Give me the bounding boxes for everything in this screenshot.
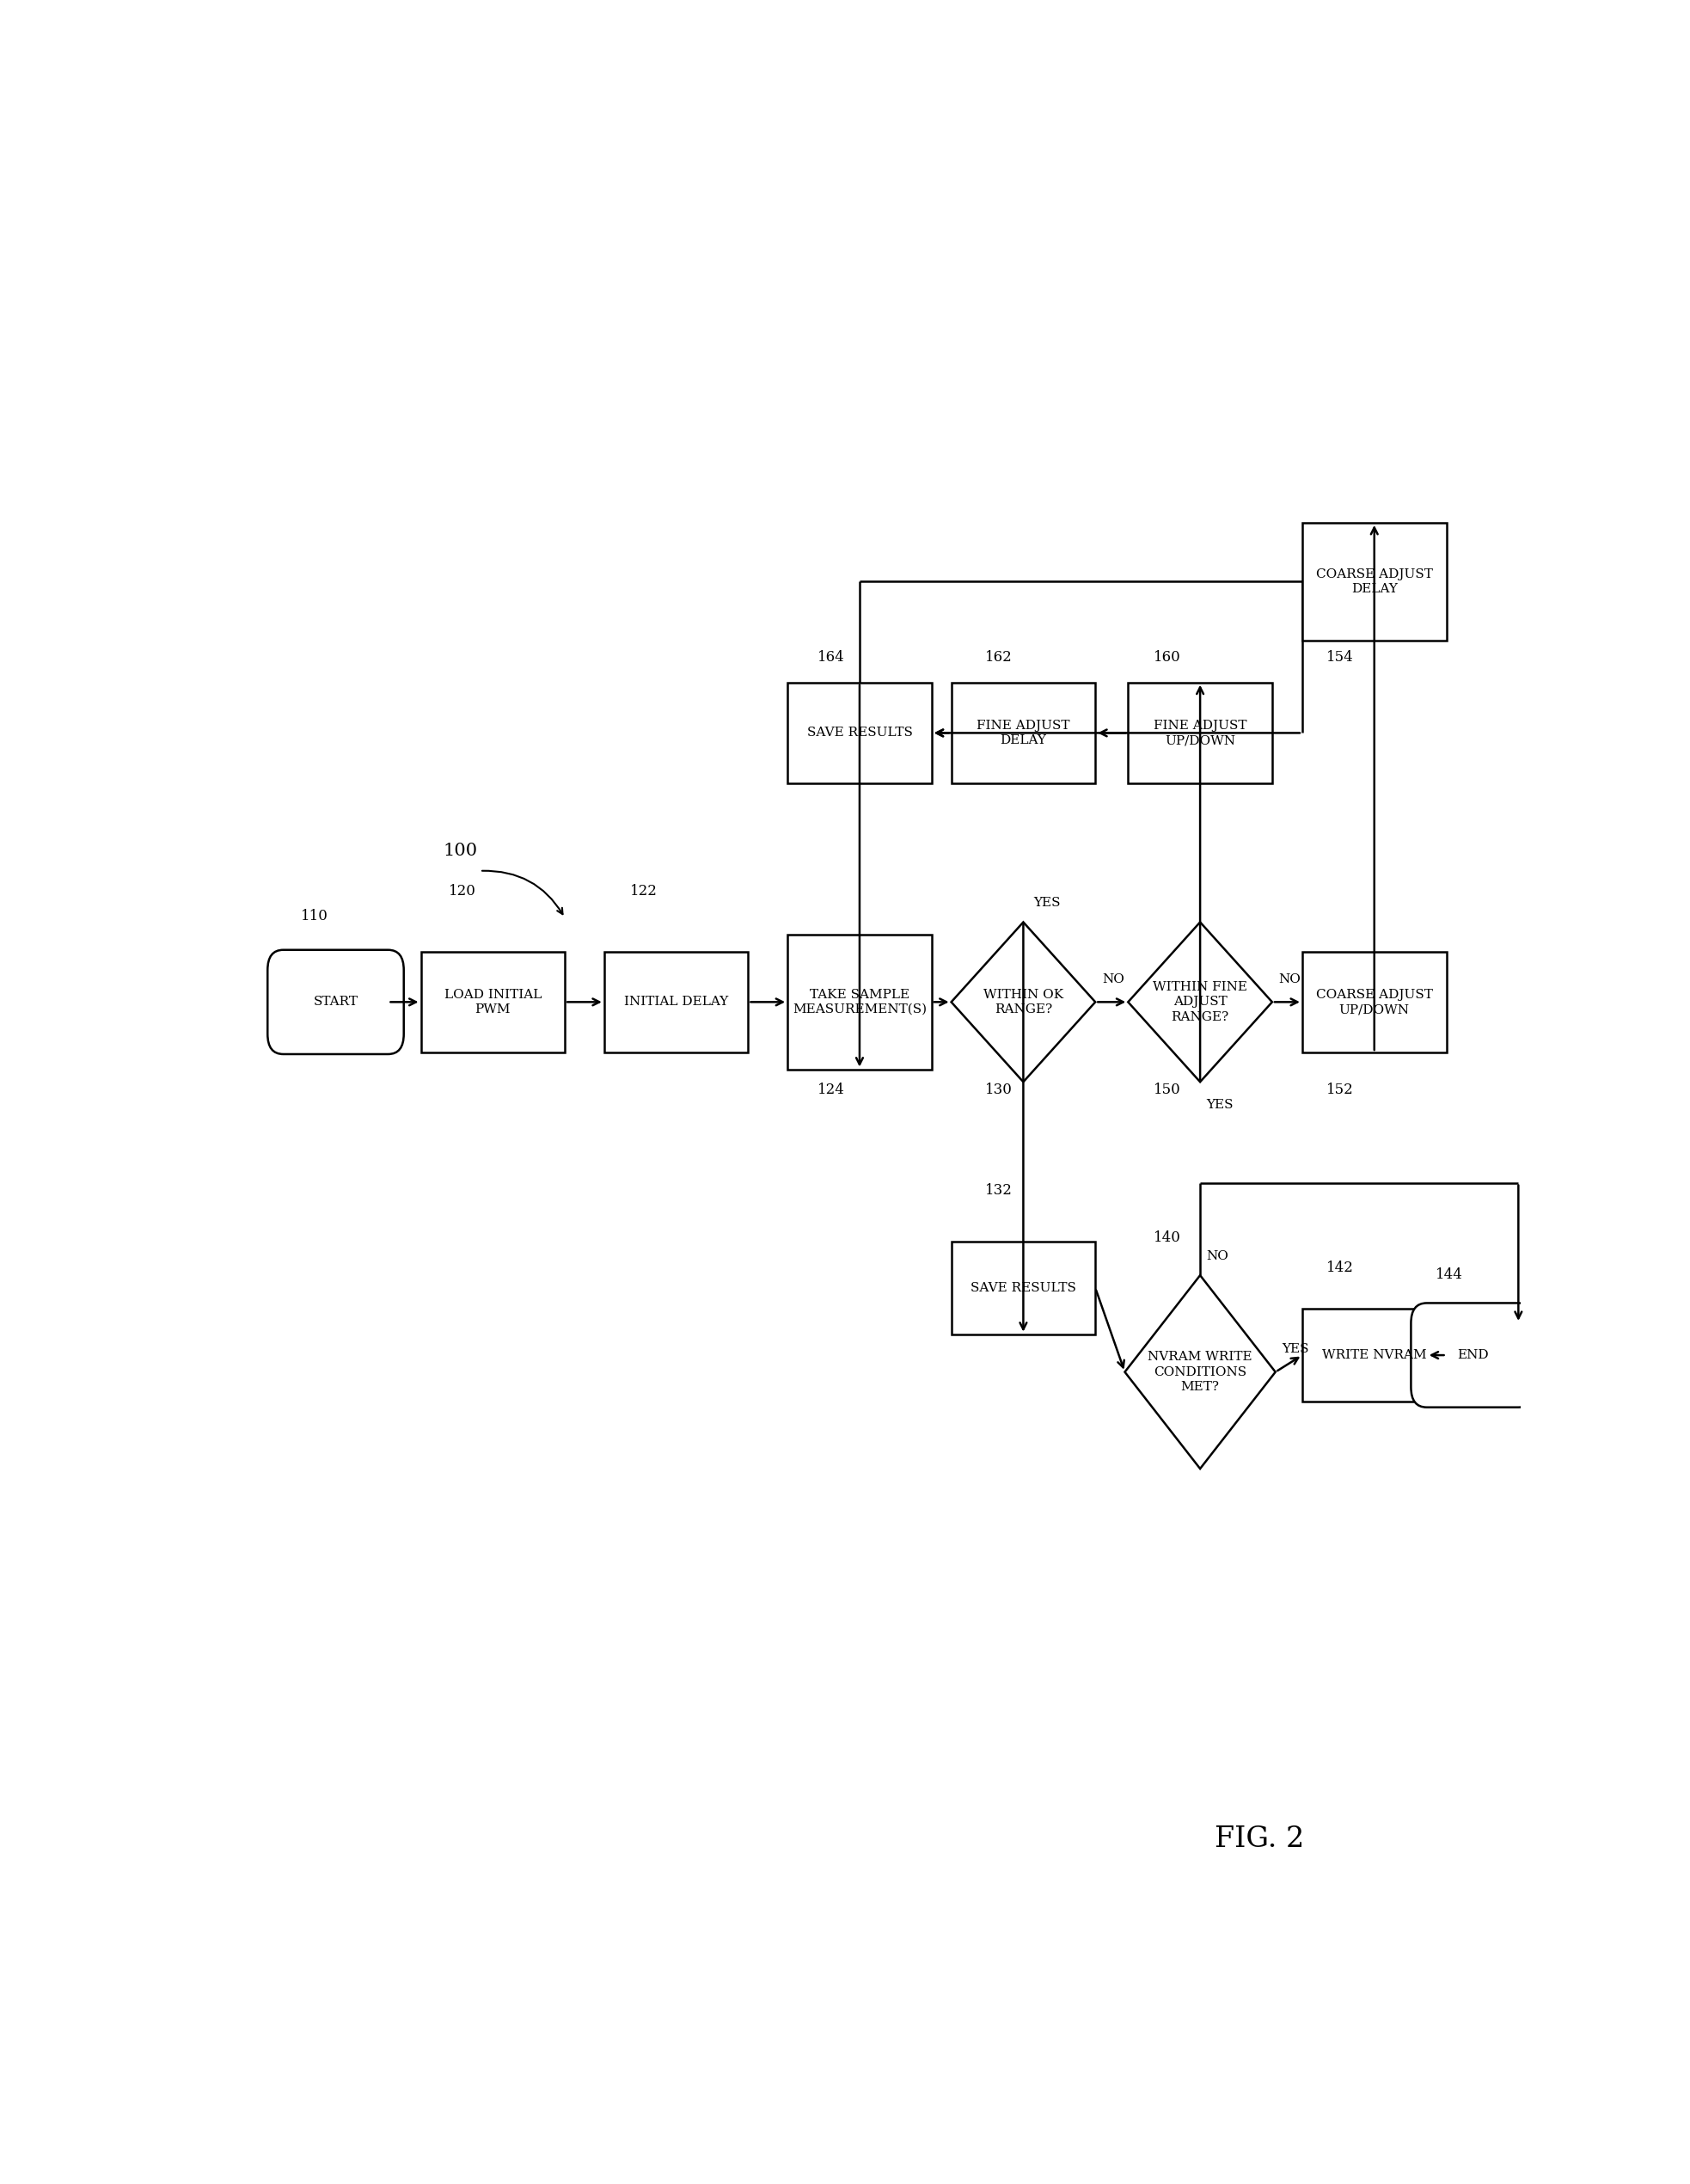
Text: 162: 162	[985, 651, 1012, 664]
Text: TAKE SAMPLE
MEASUREMENT(S): TAKE SAMPLE MEASUREMENT(S)	[793, 989, 926, 1016]
Text: FINE ADJUST
UP/DOWN: FINE ADJUST UP/DOWN	[1154, 719, 1247, 747]
Text: NO: NO	[1102, 974, 1124, 985]
Text: 120: 120	[450, 885, 477, 898]
Text: YES: YES	[1034, 898, 1061, 909]
FancyBboxPatch shape	[788, 681, 931, 784]
Text: 152: 152	[1327, 1081, 1354, 1096]
Text: 124: 124	[816, 1081, 845, 1096]
FancyBboxPatch shape	[1129, 681, 1273, 784]
FancyBboxPatch shape	[1303, 1308, 1447, 1402]
Text: START: START	[313, 996, 358, 1009]
Text: WITHIN OK
RANGE?: WITHIN OK RANGE?	[984, 989, 1063, 1016]
FancyBboxPatch shape	[605, 952, 749, 1053]
Text: YES: YES	[1283, 1343, 1310, 1354]
Text: 144: 144	[1435, 1267, 1462, 1282]
FancyBboxPatch shape	[421, 952, 564, 1053]
Polygon shape	[1126, 1275, 1276, 1468]
Text: 100: 100	[443, 843, 477, 858]
FancyBboxPatch shape	[788, 935, 931, 1070]
Text: WITHIN FINE
ADJUST
RANGE?: WITHIN FINE ADJUST RANGE?	[1153, 981, 1247, 1022]
Text: FIG. 2: FIG. 2	[1213, 1826, 1305, 1854]
FancyBboxPatch shape	[1411, 1304, 1535, 1406]
Text: NVRAM WRITE
CONDITIONS
MET?: NVRAM WRITE CONDITIONS MET?	[1148, 1352, 1252, 1393]
FancyBboxPatch shape	[951, 1243, 1095, 1334]
Text: 110: 110	[301, 909, 328, 924]
Text: 150: 150	[1154, 1081, 1181, 1096]
Text: FINE ADJUST
DELAY: FINE ADJUST DELAY	[977, 719, 1070, 747]
Text: 160: 160	[1154, 651, 1181, 664]
Text: 142: 142	[1327, 1260, 1354, 1275]
Polygon shape	[951, 922, 1095, 1081]
Text: NO: NO	[1279, 974, 1301, 985]
Text: SAVE RESULTS: SAVE RESULTS	[806, 727, 913, 738]
Text: 140: 140	[1154, 1230, 1181, 1245]
FancyBboxPatch shape	[951, 681, 1095, 784]
Text: 154: 154	[1327, 651, 1354, 664]
Text: 132: 132	[985, 1184, 1012, 1197]
FancyBboxPatch shape	[267, 950, 404, 1055]
Text: 130: 130	[985, 1081, 1012, 1096]
FancyBboxPatch shape	[1303, 952, 1447, 1053]
Text: INITIAL DELAY: INITIAL DELAY	[624, 996, 728, 1009]
Polygon shape	[1129, 922, 1273, 1081]
FancyBboxPatch shape	[1303, 522, 1447, 640]
Text: 122: 122	[630, 885, 657, 898]
Text: YES: YES	[1207, 1099, 1234, 1112]
Text: NO: NO	[1207, 1249, 1229, 1262]
Text: LOAD INITIAL
PWM: LOAD INITIAL PWM	[444, 989, 541, 1016]
Text: END: END	[1457, 1350, 1489, 1361]
Text: SAVE RESULTS: SAVE RESULTS	[970, 1282, 1077, 1293]
Text: WRITE NVRAM: WRITE NVRAM	[1322, 1350, 1426, 1361]
Text: COARSE ADJUST
DELAY: COARSE ADJUST DELAY	[1317, 568, 1433, 594]
Text: COARSE ADJUST
UP/DOWN: COARSE ADJUST UP/DOWN	[1317, 989, 1433, 1016]
Text: 164: 164	[818, 651, 845, 664]
